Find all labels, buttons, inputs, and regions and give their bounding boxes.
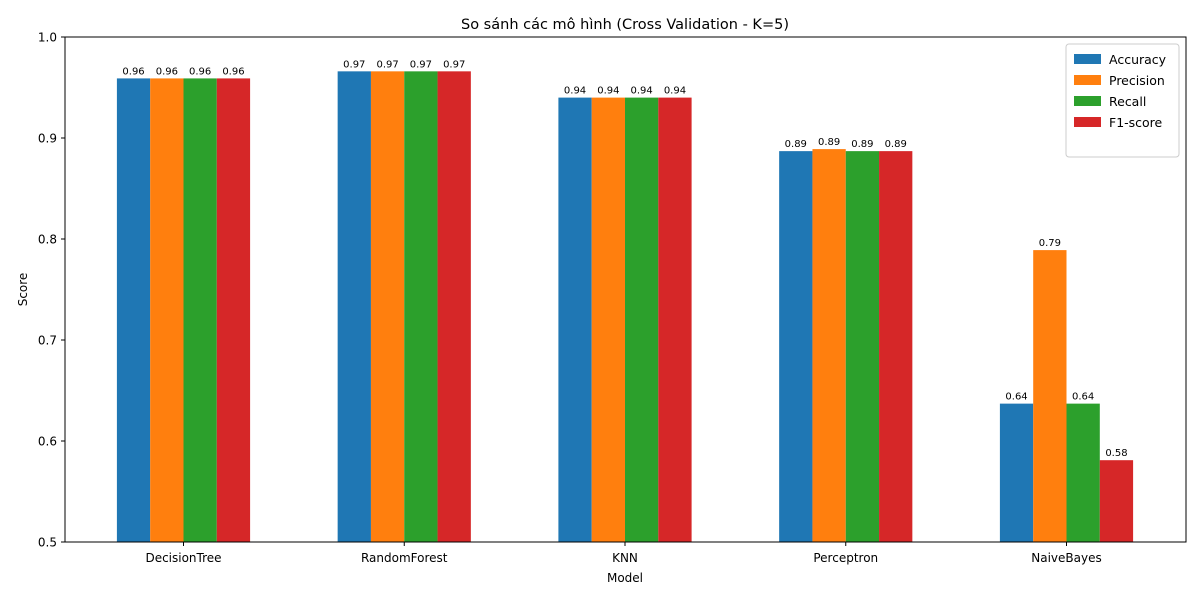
bar-value-label: 0.97 — [410, 59, 432, 70]
y-tick-label: 0.9 — [38, 132, 57, 146]
bar-f1-score-knn — [658, 97, 692, 542]
legend-swatch — [1074, 54, 1101, 64]
bar-precision-knn — [591, 97, 625, 542]
x-tick-label: DecisionTree — [145, 551, 221, 565]
legend-label: Recall — [1109, 94, 1146, 109]
bar-value-label: 0.64 — [1005, 392, 1027, 403]
bar-value-label: 0.96 — [222, 66, 244, 77]
bar-f1-score-naivebayes — [1099, 460, 1134, 542]
y-axis-label: Score — [16, 273, 30, 307]
bar-accuracy-knn — [558, 97, 592, 542]
legend-swatch — [1074, 117, 1101, 127]
bar-recall-knn — [625, 97, 659, 542]
bar-recall-perceptron — [845, 151, 880, 542]
bar-precision-decisiontree — [150, 78, 184, 542]
bar-value-label: 0.97 — [443, 59, 465, 70]
bar-recall-randomforest — [404, 71, 438, 542]
bar-value-label: 0.96 — [189, 66, 211, 77]
bar-value-label: 0.89 — [851, 139, 873, 150]
bar-value-label: 0.94 — [631, 86, 653, 97]
x-tick-label: NaiveBayes — [1031, 551, 1101, 565]
bar-f1-score-decisiontree — [216, 78, 251, 542]
bar-value-label: 0.58 — [1105, 448, 1127, 459]
bars-layer — [116, 71, 1134, 543]
bar-value-label: 0.89 — [818, 137, 840, 148]
legend-label: Accuracy — [1109, 52, 1167, 67]
y-tick-label: 1.0 — [38, 31, 57, 45]
bar-precision-randomforest — [370, 71, 405, 542]
legend-swatch — [1074, 75, 1101, 85]
legend-label: F1-score — [1109, 115, 1163, 130]
bar-accuracy-decisiontree — [116, 78, 151, 542]
y-axis: 0.5 0.6 0.7 0.8 0.9 1.0 — [38, 31, 65, 550]
legend: Accuracy Precision Recall F1-score — [1065, 43, 1180, 158]
bar-accuracy-perceptron — [779, 151, 813, 542]
bar-precision-perceptron — [812, 149, 846, 543]
bar-recall-decisiontree — [183, 78, 217, 542]
x-axis-label: Model — [607, 571, 643, 585]
x-tick-label: KNN — [612, 551, 638, 565]
bar-precision-naivebayes — [1033, 250, 1067, 543]
bar-value-label: 0.97 — [376, 59, 398, 70]
plot-frame — [64, 36, 1187, 543]
bar-value-label: 0.89 — [885, 139, 907, 150]
bar-recall-naivebayes — [1066, 403, 1100, 542]
x-tick-label: RandomForest — [361, 551, 448, 565]
x-axis: DecisionTree RandomForest KNN Perceptron Nai… — [145, 542, 1102, 565]
x-tick-label: Perceptron — [813, 551, 878, 565]
bar-f1-score-randomforest — [437, 71, 471, 542]
bar-value-label: 0.94 — [564, 86, 586, 97]
y-tick-label: 0.5 — [38, 536, 57, 550]
legend-label: Precision — [1109, 73, 1165, 88]
y-tick-label: 0.7 — [38, 334, 57, 348]
chart-title: So sánh các mô hình (Cross Validation - … — [461, 17, 789, 33]
bar-value-label: 0.94 — [664, 86, 686, 97]
bar-value-label: 0.64 — [1072, 392, 1094, 403]
bar-value-label: 0.79 — [1039, 238, 1061, 249]
bar-value-label: 0.94 — [597, 86, 619, 97]
bar-f1-score-perceptron — [879, 151, 913, 542]
bar-labels-layer: 0.96 0.97 0.94 0.89 0.64 0.96 0.97 0.94 0.89 0.79… — [122, 59, 1127, 459]
y-tick-label: 0.8 — [38, 233, 57, 247]
legend-swatch — [1074, 96, 1101, 106]
legend-box — [1065, 43, 1180, 158]
y-tick-label: 0.6 — [38, 435, 57, 449]
bar-value-label: 0.96 — [156, 66, 178, 77]
bar-value-label: 0.89 — [785, 139, 807, 150]
bar-accuracy-naivebayes — [999, 403, 1034, 542]
bar-value-label: 0.97 — [343, 59, 365, 70]
bar-value-label: 0.96 — [122, 66, 144, 77]
bar-accuracy-randomforest — [337, 71, 371, 542]
